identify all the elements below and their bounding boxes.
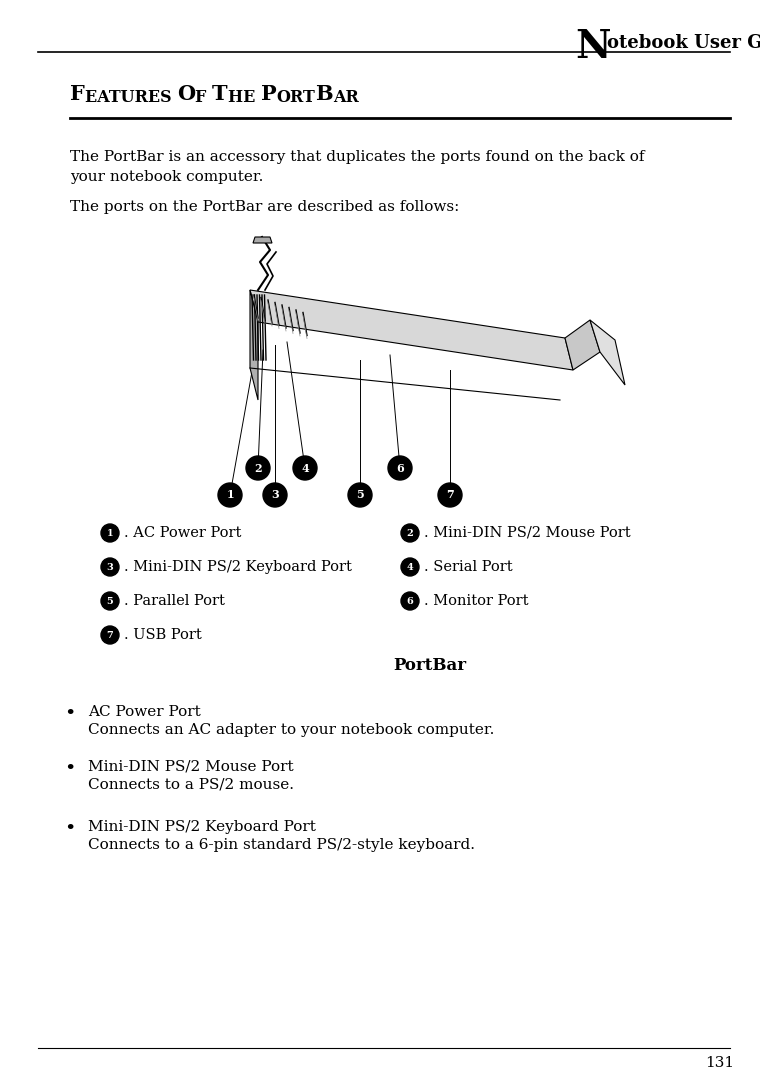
Text: •: • [65,820,76,838]
Text: 4: 4 [407,562,413,572]
Text: . Serial Port: . Serial Port [424,560,513,574]
Text: 5: 5 [356,490,364,501]
Text: 5: 5 [106,597,113,605]
Polygon shape [250,290,573,370]
Text: Mini-DIN PS/2 Mouse Port: Mini-DIN PS/2 Mouse Port [88,760,293,774]
Text: 1: 1 [106,529,113,537]
Text: 7: 7 [446,490,454,501]
Text: 6: 6 [396,463,404,474]
Text: Connects to a 6-pin standard PS/2-style keyboard.: Connects to a 6-pin standard PS/2-style … [88,838,475,852]
Circle shape [388,456,412,480]
Text: 3: 3 [106,562,113,572]
Circle shape [101,558,119,576]
Circle shape [293,456,317,480]
Text: O: O [177,84,195,104]
Text: Connects an AC adapter to your notebook computer.: Connects an AC adapter to your notebook … [88,723,494,737]
Text: The ports on the PortBar are described as follows:: The ports on the PortBar are described a… [70,200,459,214]
Text: Mini-DIN PS/2 Keyboard Port: Mini-DIN PS/2 Keyboard Port [88,820,316,834]
Text: . Parallel Port: . Parallel Port [124,595,225,607]
Polygon shape [590,320,625,385]
Text: N: N [575,28,610,66]
Text: 7: 7 [106,630,113,640]
Circle shape [101,626,119,644]
Text: 131: 131 [705,1056,735,1070]
Text: . USB Port: . USB Port [124,628,201,642]
Circle shape [218,483,242,507]
Text: ORT: ORT [277,88,315,106]
Text: •: • [65,705,76,723]
Text: your notebook computer.: your notebook computer. [70,170,264,185]
Text: . Monitor Port: . Monitor Port [424,595,528,607]
Text: 3: 3 [271,490,279,501]
Circle shape [101,592,119,610]
Text: AR: AR [333,88,359,106]
Polygon shape [250,290,258,400]
Circle shape [401,558,419,576]
Text: 6: 6 [407,597,413,605]
Circle shape [438,483,462,507]
Text: T: T [212,84,228,104]
Text: P: P [261,84,277,104]
Circle shape [401,524,419,542]
Text: F: F [70,84,85,104]
Text: . Mini-DIN PS/2 Keyboard Port: . Mini-DIN PS/2 Keyboard Port [124,560,352,574]
Text: 1: 1 [226,490,234,501]
Text: AC Power Port: AC Power Port [88,705,201,719]
Text: . Mini-DIN PS/2 Mouse Port: . Mini-DIN PS/2 Mouse Port [424,525,631,540]
Text: EATURES: EATURES [85,88,177,106]
Circle shape [348,483,372,507]
Circle shape [263,483,287,507]
Circle shape [246,456,270,480]
Text: . AC Power Port: . AC Power Port [124,525,242,540]
Text: •: • [65,760,76,778]
Text: B: B [315,84,333,104]
Text: Connects to a PS/2 mouse.: Connects to a PS/2 mouse. [88,778,294,792]
Text: HE: HE [228,88,261,106]
Circle shape [401,592,419,610]
Polygon shape [565,320,600,370]
Text: F: F [195,88,212,106]
Text: 2: 2 [407,529,413,537]
Text: 2: 2 [254,463,261,474]
Text: otebook User Guide: otebook User Guide [607,35,760,52]
Text: The PortBar is an accessory that duplicates the ports found on the back of: The PortBar is an accessory that duplica… [70,150,644,164]
Text: 4: 4 [301,463,309,474]
Text: PortBar: PortBar [394,656,467,673]
Circle shape [101,524,119,542]
Polygon shape [253,237,272,243]
